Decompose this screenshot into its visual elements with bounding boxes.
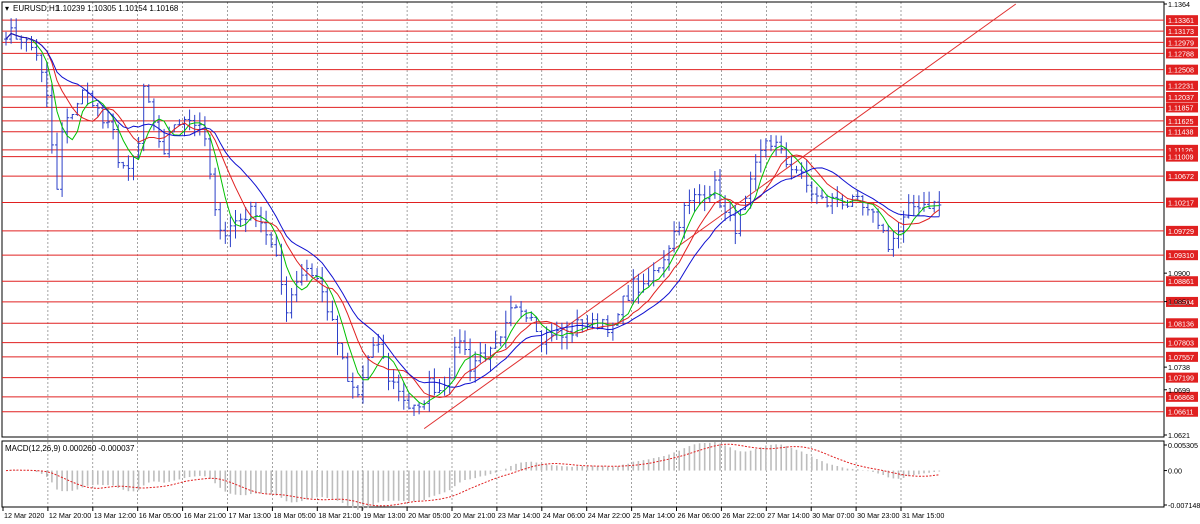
level-label-bg: [1166, 250, 1198, 261]
macd-plot-frame: [1, 440, 1165, 508]
time-label: 25 Mar 14:00: [633, 511, 675, 520]
time-label: 24 Mar 22:00: [588, 511, 630, 520]
level-label-bg: [1166, 144, 1198, 155]
level-label: 1.09729: [1168, 227, 1194, 236]
macd-axis: 0.005305 0.00 -0.007148: [1164, 441, 1200, 510]
time-label: 12 Mar 20:00: [49, 511, 91, 520]
price-axis: 1.13361 1.13173 1.12979 1.12788 1.12508 1.122…: [1164, 0, 1198, 440]
macd-label: MACD(12,26,9) 0.000260 -0.000037: [5, 444, 135, 453]
level-label-bg: [1166, 26, 1198, 37]
macd-signal-line: [5, 443, 940, 507]
time-label: 26 Mar 22:00: [722, 511, 764, 520]
time-label: 17 Mar 13:00: [229, 511, 271, 520]
ma-slow-line: [5, 32, 940, 388]
level-label-bg: [1166, 391, 1198, 402]
macd-indicator: [5, 442, 941, 510]
level-label-bg: [1166, 37, 1198, 48]
level-label: 1.08136: [1168, 319, 1194, 328]
level-label-bg: [1166, 225, 1198, 236]
level-label: 1.06611: [1168, 408, 1193, 417]
level-label-bg: [1166, 171, 1198, 182]
price-tick-label: 1.0900: [1168, 269, 1190, 278]
time-label: 18 Mar 21:00: [318, 511, 360, 520]
level-label: 1.12979: [1168, 38, 1194, 47]
macd-tick-label: 0.00: [1168, 467, 1182, 476]
time-label: 31 Mar 15:00: [902, 511, 944, 520]
level-label: 1.11126: [1168, 146, 1193, 155]
level-label-bg: [1166, 406, 1198, 417]
time-label: 13 Mar 12:00: [94, 511, 136, 520]
level-label-bg: [1166, 80, 1198, 91]
level-label: 1.07199: [1168, 374, 1194, 383]
level-label: 1.11438: [1168, 128, 1193, 137]
ma-mid-line: [5, 32, 940, 399]
time-label: 16 Mar 21:00: [184, 511, 226, 520]
level-label: 1.12037: [1168, 93, 1194, 102]
time-label: 12 Mar 2020: [4, 511, 44, 520]
main-plot-frame: [1, 1, 1165, 438]
level-label-bg: [1166, 276, 1198, 287]
level-label-bg: [1166, 337, 1198, 348]
level-label: 1.10672: [1168, 172, 1194, 181]
level-label: 1.11625: [1168, 117, 1193, 126]
level-label: 1.07557: [1168, 353, 1194, 362]
level-label: 1.12231: [1168, 82, 1194, 91]
time-label: 16 Mar 05:00: [139, 511, 181, 520]
level-label: 1.07803: [1168, 339, 1194, 348]
ma-fast-line: [5, 32, 940, 406]
moving-averages: [5, 32, 940, 406]
level-label: 1.10217: [1168, 199, 1194, 208]
time-axis: 12 Mar 2020 12 Mar 20:00 13 Mar 12:00 16 Ma…: [2, 507, 944, 520]
time-label: 20 Mar 05:00: [408, 511, 450, 520]
level-label: 1.08861: [1168, 277, 1194, 286]
level-label: 1.09310: [1168, 251, 1194, 260]
price-tick-label: 1.1364: [1168, 0, 1190, 9]
price-tick-label: 1.0621: [1168, 431, 1190, 440]
level-label: 1.08504: [1168, 298, 1194, 307]
time-label: 18 Mar 05:00: [273, 511, 315, 520]
level-label: 1.11009: [1168, 153, 1193, 162]
chart-ohlc: 1.10239 1.10305 1.10154 1.10168: [56, 4, 179, 13]
level-label-bg: [1166, 372, 1198, 383]
horizontal-levels: [2, 19, 1164, 413]
level-label-bg: [1166, 318, 1198, 329]
level-label-bg: [1166, 197, 1198, 208]
level-label: 1.06868: [1168, 393, 1194, 402]
level-label-bg: [1166, 102, 1198, 113]
level-label-bg: [1166, 64, 1198, 75]
time-label: 20 Mar 21:00: [453, 511, 495, 520]
time-label: 30 Mar 23:00: [857, 511, 899, 520]
level-label-bg: [1166, 91, 1198, 102]
level-label-bg: [1166, 15, 1198, 26]
level-label-bg: [1166, 151, 1198, 162]
price-tick-label: 1.0699: [1168, 386, 1190, 395]
time-label: 19 Mar 13:00: [363, 511, 405, 520]
level-label: 1.12508: [1168, 66, 1194, 75]
price-tick-label: 1.0851: [1168, 298, 1190, 307]
price-tick-label: 1.0738: [1168, 363, 1190, 372]
chart-symbol: EURUSD,H1: [13, 4, 60, 13]
level-label: 1.13361: [1168, 16, 1194, 25]
trendline: [423, 3, 1017, 430]
level-label: 1.13173: [1168, 27, 1194, 36]
trendline-segment: [423, 3, 1017, 430]
level-label-bg: [1166, 115, 1198, 126]
time-label: 27 Mar 14:00: [767, 511, 809, 520]
level-label-bg: [1166, 48, 1198, 59]
time-label: 23 Mar 14:00: [498, 511, 540, 520]
level-label-bg: [1166, 296, 1198, 307]
macd-tick-label: -0.007148: [1168, 501, 1200, 510]
time-label: 26 Mar 06:00: [678, 511, 720, 520]
chart-header-icon: ▾: [5, 4, 9, 13]
time-label: 30 Mar 07:00: [812, 511, 854, 520]
level-label-bg: [1166, 351, 1198, 362]
macd-tick-label: 0.005305: [1168, 441, 1198, 450]
level-label: 1.12788: [1168, 49, 1194, 58]
level-label-bg: [1166, 126, 1198, 137]
level-label: 1.11857: [1168, 103, 1193, 112]
time-label: 24 Mar 06:00: [543, 511, 585, 520]
